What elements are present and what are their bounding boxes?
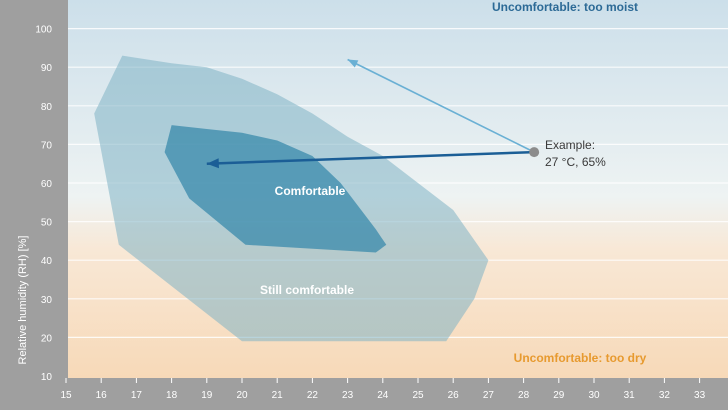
example-arrow-head-1 [206,158,219,169]
x-tick-label-15: 15 [60,390,72,401]
x-tick-label-21: 21 [272,390,284,401]
x-tick-label-30: 30 [588,390,600,401]
comfort-regions [94,55,489,342]
x-tick-label-19: 19 [201,390,213,401]
zone-label-too-moist: Uncomfortable: too moist [492,0,638,14]
example-point [529,147,540,158]
y-axis-band [0,0,68,410]
region-label-comfortable: Comfortable [275,184,346,198]
y-tick-label-40: 40 [41,256,53,267]
y-tick-label-80: 80 [41,102,53,113]
x-tick-label-33: 33 [694,390,706,401]
x-axis-band [0,378,728,410]
x-tick-label-32: 32 [659,390,671,401]
example-arrow-line-1 [206,150,535,165]
x-tick-label-22: 22 [307,390,319,401]
y-tick-label-50: 50 [41,218,53,229]
y-tick-label-20: 20 [41,333,53,344]
x-tick-label-27: 27 [483,390,495,401]
region-comfortable [164,125,387,253]
x-tick-label-24: 24 [377,390,389,401]
axis-ticks: 15 16 17 18 19 20 21 22 23 24 25 26 27 28 29 30 31 32 33 10… [35,25,705,401]
x-tick-label-17: 17 [131,390,143,401]
x-tick-label-18: 18 [166,390,178,401]
region-label-still-comfortable: Still comfortable [260,283,354,297]
x-tick-label-16: 16 [96,390,108,401]
y-tick-label-30: 30 [41,295,53,306]
example-arrows [206,58,540,169]
example-arrow-head-2 [347,59,359,68]
x-tick-label-23: 23 [342,390,354,401]
y-tick-label-10: 10 [41,372,53,383]
example-arrow-line-2 [347,58,535,153]
zone-label-too-dry: Uncomfortable: too dry [514,351,647,365]
y-tick-label-60: 60 [41,179,53,190]
example-label-title: Example: [545,138,595,152]
x-tick-label-28: 28 [518,390,530,401]
x-tick-label-29: 29 [553,390,565,401]
x-tick-label-31: 31 [624,390,636,401]
x-tick-label-25: 25 [412,390,424,401]
x-tick-label-20: 20 [236,390,248,401]
y-tick-label-70: 70 [41,140,53,151]
y-tick-label-90: 90 [41,63,53,74]
x-tick-label-26: 26 [448,390,460,401]
y-axis-label: Relative humidity (RH) [%] [17,236,29,365]
y-tick-label-100: 100 [35,25,52,36]
example-label-value: 27 °C, 65% [545,155,606,169]
